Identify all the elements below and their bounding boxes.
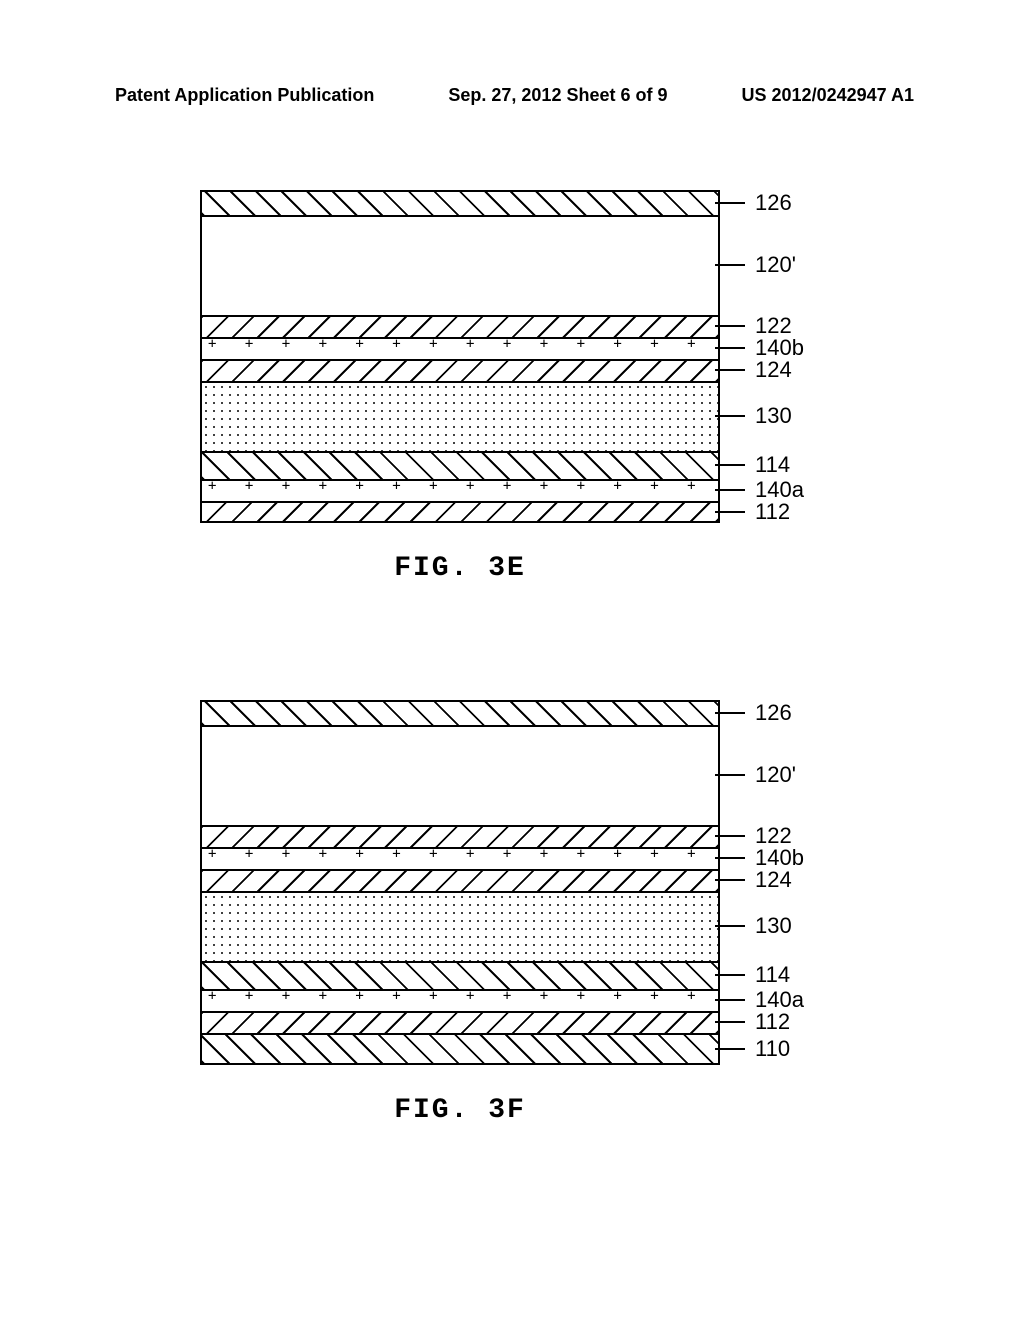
layer-130 — [200, 381, 720, 451]
label-130: 130 — [755, 913, 792, 939]
caption-3f: FIG. 3F — [200, 1095, 720, 1126]
layer-120p — [200, 215, 720, 315]
layer-122 — [200, 315, 720, 337]
leader-130 — [715, 415, 745, 417]
leader-124 — [715, 879, 745, 881]
leader-140b — [715, 857, 745, 859]
layer-122 — [200, 825, 720, 847]
layer-124 — [200, 359, 720, 381]
label-120p: 120' — [755, 762, 796, 788]
layer-124 — [200, 869, 720, 891]
leader-126 — [715, 712, 745, 714]
leader-130 — [715, 925, 745, 927]
leader-112 — [715, 511, 745, 513]
header-left: Patent Application Publication — [115, 85, 374, 106]
leader-114 — [715, 464, 745, 466]
leader-140a — [715, 489, 745, 491]
layer-110 — [200, 1033, 720, 1065]
leader-124 — [715, 369, 745, 371]
layer-114 — [200, 961, 720, 989]
leader-140a — [715, 999, 745, 1001]
layer-126 — [200, 700, 720, 725]
label-124: 124 — [755, 867, 792, 893]
layer-140a — [200, 479, 720, 501]
leader-114 — [715, 974, 745, 976]
caption-3e: FIG. 3E — [200, 553, 720, 584]
label-120p: 120' — [755, 252, 796, 278]
leader-140b — [715, 347, 745, 349]
label-112: 112 — [755, 1009, 790, 1035]
layer-stack-3f: 126120'122140b124130114140a112110 — [200, 700, 720, 1065]
header-center: Sep. 27, 2012 Sheet 6 of 9 — [448, 85, 667, 106]
label-126: 126 — [755, 700, 792, 726]
leader-122 — [715, 835, 745, 837]
figure-3e: 126120'122140b124130114140a112 FIG. 3E — [200, 190, 720, 584]
header-right: US 2012/0242947 A1 — [742, 85, 914, 106]
leader-112 — [715, 1021, 745, 1023]
label-110: 110 — [755, 1036, 790, 1062]
layer-140b — [200, 337, 720, 359]
layer-126 — [200, 190, 720, 215]
layer-120p — [200, 725, 720, 825]
label-114: 114 — [755, 452, 790, 478]
leader-120p — [715, 774, 745, 776]
leader-110 — [715, 1048, 745, 1050]
leader-122 — [715, 325, 745, 327]
leader-126 — [715, 202, 745, 204]
label-112: 112 — [755, 499, 790, 525]
figure-3f: 126120'122140b124130114140a112110 FIG. 3… — [200, 700, 720, 1126]
layer-130 — [200, 891, 720, 961]
leader-120p — [715, 264, 745, 266]
label-114: 114 — [755, 962, 790, 988]
layer-114 — [200, 451, 720, 479]
page-header: Patent Application Publication Sep. 27, … — [115, 85, 914, 106]
layer-112 — [200, 501, 720, 523]
layer-140b — [200, 847, 720, 869]
layer-140a — [200, 989, 720, 1011]
label-130: 130 — [755, 403, 792, 429]
label-126: 126 — [755, 190, 792, 216]
layer-112 — [200, 1011, 720, 1033]
layer-stack-3e: 126120'122140b124130114140a112 — [200, 190, 720, 523]
label-124: 124 — [755, 357, 792, 383]
